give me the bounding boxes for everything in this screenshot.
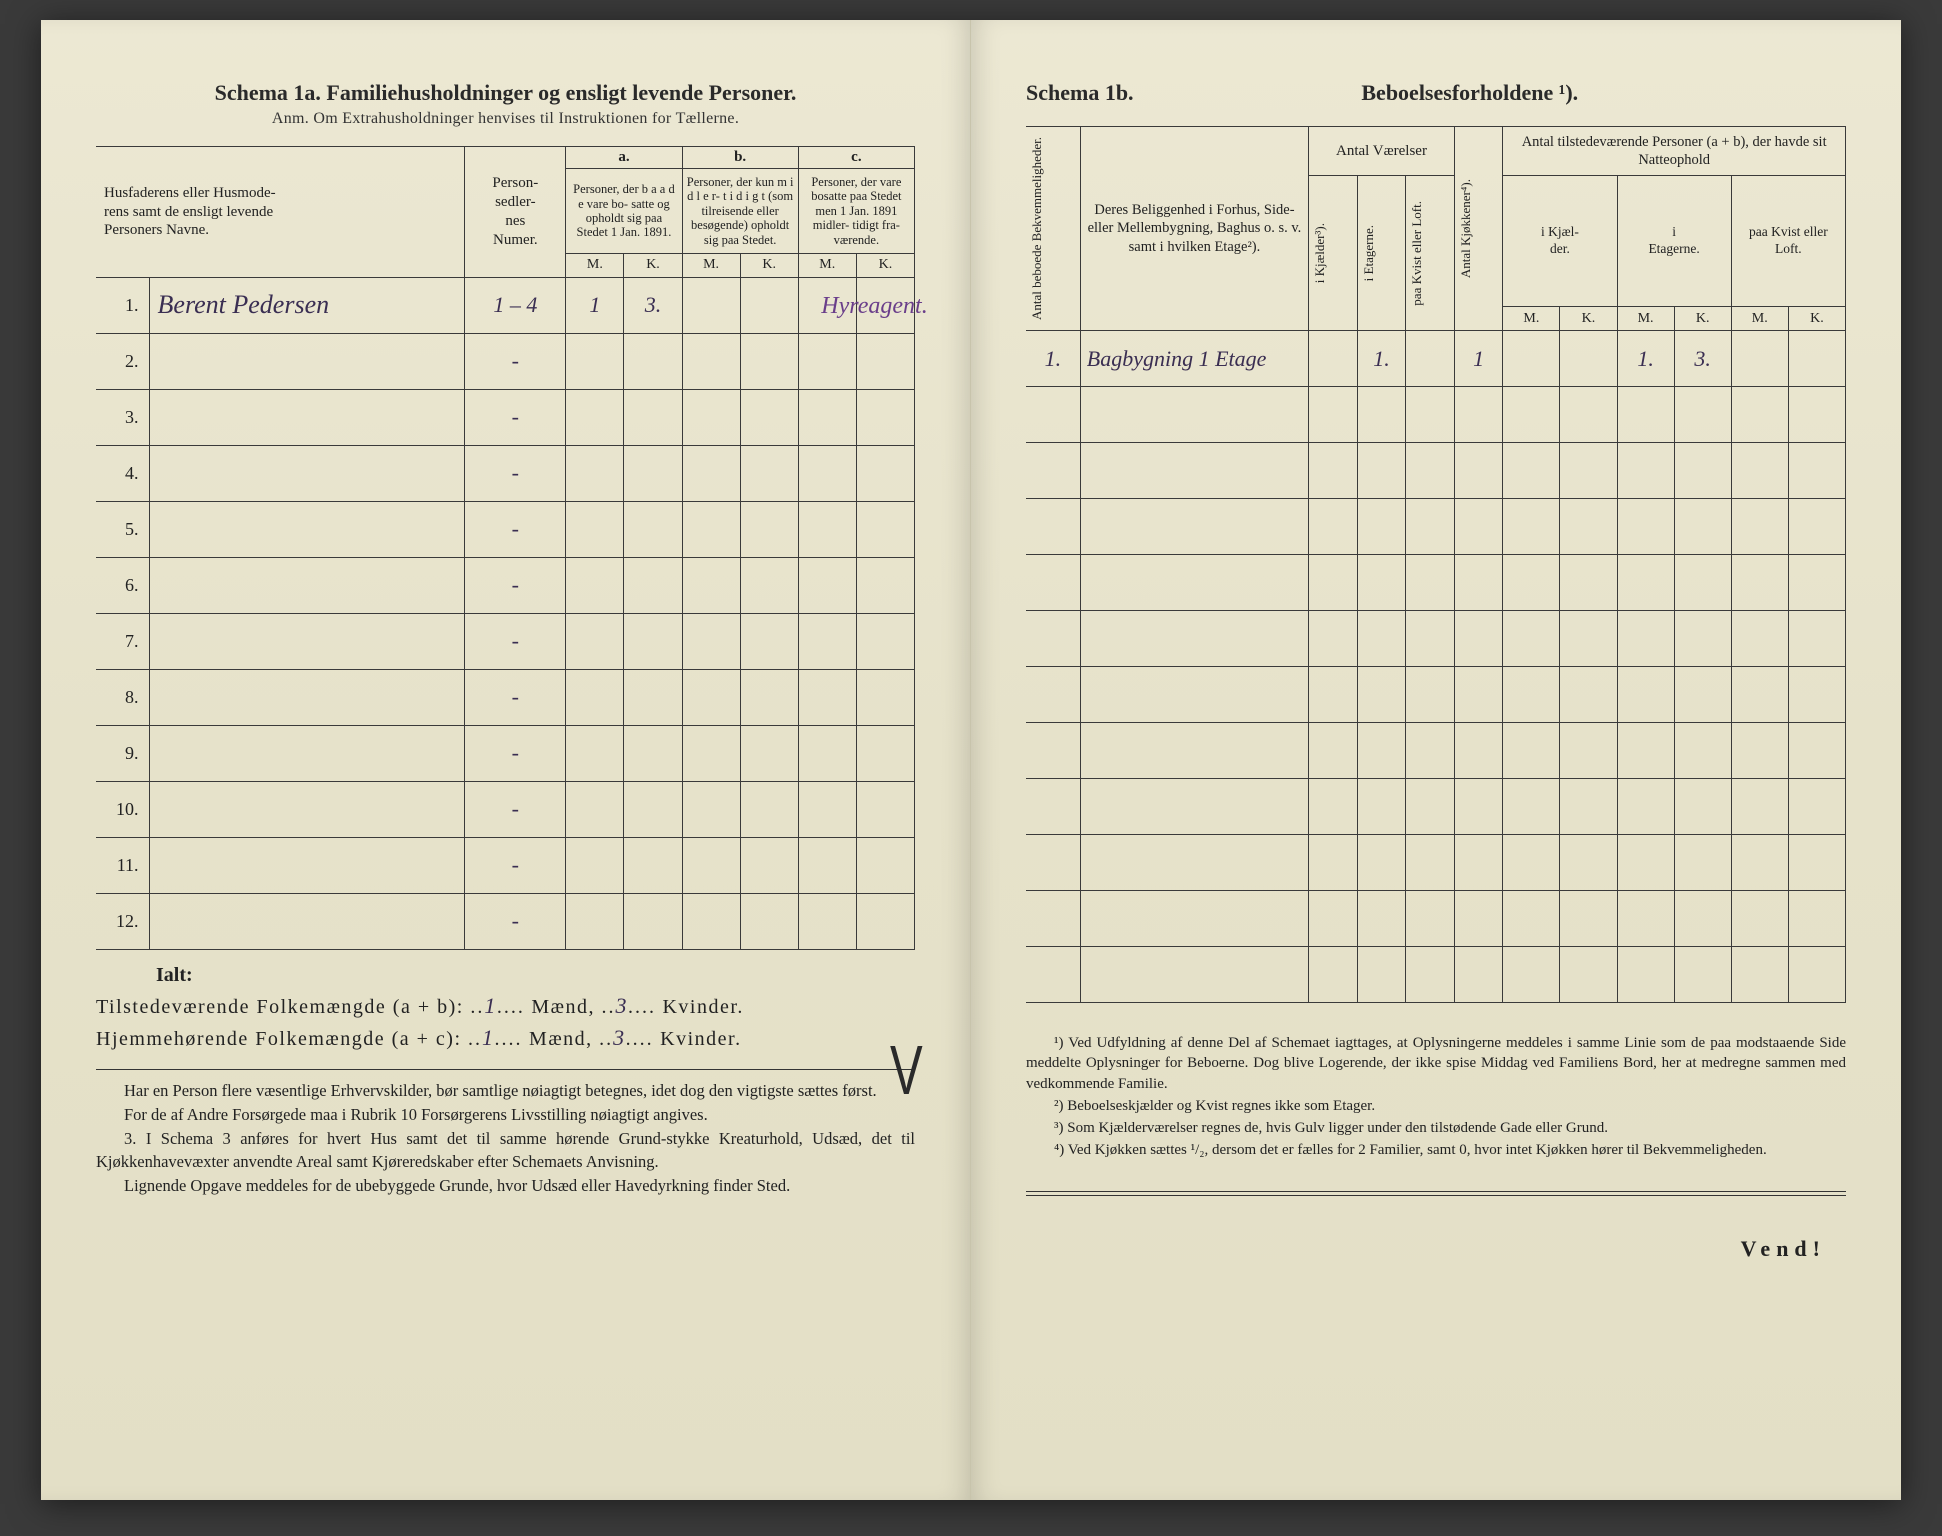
schema-1a-anm: Anm. Om Extrahusholdninger henvises til … xyxy=(96,110,915,128)
et-m: M. xyxy=(1617,307,1674,331)
tot-kvinder2: Kvinder. xyxy=(660,1028,741,1050)
kv-k: K. xyxy=(1788,307,1845,331)
col-bekvem: Antal beboede Bekvemmeligheder. xyxy=(1030,133,1044,324)
table-row xyxy=(1026,947,1846,1003)
tot-ab-label: Tilstedeværende Folkemængde (a + b): xyxy=(96,996,470,1018)
tot-ac-label: Hjemmehørende Folkemængde (a + c): xyxy=(96,1028,468,1050)
tot-ab-k: 3 xyxy=(615,993,628,1018)
footnote-3: ³) Som Kjælderværelser regnes de, hvis G… xyxy=(1026,1118,1846,1138)
table-row: 10.- xyxy=(96,781,915,837)
tot-ac-k: 3 xyxy=(613,1025,626,1050)
table-row: 12.- xyxy=(96,893,915,949)
footnotes: ¹) Ved Udfyldning af denne Del af Schema… xyxy=(1026,1033,1846,1161)
schema-1b-label: Schema 1b. xyxy=(1026,80,1134,106)
para-1: Har en Person flere væsentlige Erhvervsk… xyxy=(96,1080,915,1102)
kd-m: M. xyxy=(1503,307,1560,331)
table-row xyxy=(1026,611,1846,667)
table-row xyxy=(1026,779,1846,835)
footnote-2: ²) Beboelseskjælder og Kvist regnes ikke… xyxy=(1026,1096,1846,1116)
table-row: 9.- xyxy=(96,725,915,781)
table-row xyxy=(1026,499,1846,555)
footnote-1: ¹) Ved Udfyldning af denne Del af Schema… xyxy=(1026,1033,1846,1094)
table-row xyxy=(1026,891,1846,947)
footnote-4: ⁴) Ved Kjøkken sættes ¹/₂, dersom det er… xyxy=(1026,1140,1846,1160)
group-c: c. xyxy=(798,147,914,169)
para3-text: I Schema 3 anføres for hvert Hus samt de… xyxy=(96,1129,915,1170)
col-a-desc: Personer, der b a a d e vare bo- satte o… xyxy=(566,169,682,254)
tot-kvinder: Kvinder. xyxy=(662,996,743,1018)
et-k: K. xyxy=(1674,307,1731,331)
table-1a: Husfaderens eller Husmode- rens samt de … xyxy=(96,146,915,950)
sub-kjaelder: i Kjæl- der. xyxy=(1503,176,1617,307)
instructions-block: Har en Person flere væsentlige Erhvervsk… xyxy=(96,1080,915,1197)
col-a-m: M. xyxy=(566,253,624,277)
col-c-k: K. xyxy=(856,253,914,277)
group-b: b. xyxy=(682,147,798,169)
ialt-label: Ialt: xyxy=(156,964,915,987)
col-b-desc: Personer, der kun m i d l e r- t i d i g… xyxy=(682,169,798,254)
table-row xyxy=(1026,387,1846,443)
table-row: 8.- xyxy=(96,669,915,725)
table-row: 5.- xyxy=(96,501,915,557)
sub-kvist: paa Kvist eller Loft. xyxy=(1731,176,1845,307)
table-row xyxy=(1026,835,1846,891)
para-2: For de af Andre Forsørgede maa i Rubrik … xyxy=(96,1104,915,1126)
para3-num: 3. xyxy=(124,1129,136,1148)
vend-rule1 xyxy=(1026,1191,1846,1192)
group-a: a. xyxy=(566,147,682,169)
tot-ac-m: 1 xyxy=(482,1025,495,1050)
table-row: 11.- xyxy=(96,837,915,893)
page-left: Schema 1a. Familiehusholdninger og ensli… xyxy=(41,20,971,1500)
totals-ab: Tilstedeværende Folkemængde (a + b): ..1… xyxy=(96,993,915,1019)
totals-block: Ialt: Tilstedeværende Folkemængde (a + b… xyxy=(96,964,915,1051)
col-c-m: M. xyxy=(798,253,856,277)
table-row xyxy=(1026,443,1846,499)
para-3: 3. I Schema 3 anføres for hvert Hus samt… xyxy=(96,1128,915,1173)
col-kjokkener: Antal Kjøkkener⁴). xyxy=(1459,175,1473,282)
table-row xyxy=(1026,667,1846,723)
separator xyxy=(96,1069,915,1070)
tot-ab-m: 1 xyxy=(484,993,497,1018)
grp-tilstede: Antal tilstedeværende Personer (a + b), … xyxy=(1503,127,1846,176)
tot-maend: Mænd, xyxy=(531,996,601,1018)
grp-vaerelser: Antal Værelser xyxy=(1309,127,1455,176)
document-spread: Schema 1a. Familiehusholdninger og ensli… xyxy=(41,20,1901,1500)
col-v-kjaelder: i Kjælder³). xyxy=(1313,219,1327,287)
page-right: Schema 1b. Beboelsesforholdene ¹). Antal… xyxy=(971,20,1901,1500)
table-1b: Antal beboede Bekvemmeligheder. Deres Be… xyxy=(1026,126,1846,1003)
schema-1a-title: Schema 1a. Familiehusholdninger og ensli… xyxy=(96,80,915,106)
table-row: 2.- xyxy=(96,333,915,389)
col-beliggenhed: Deres Beliggenhed i Forhus, Side- eller … xyxy=(1080,127,1308,331)
sub-etagerne: i Etagerne. xyxy=(1617,176,1731,307)
para-4: Lignende Opgave meddeles for de ubebygge… xyxy=(96,1175,915,1197)
col-personsedler: Person- sedler- nes Numer. xyxy=(465,147,566,278)
table-row: 1.Bagbygning 1 Etage1.11.3. xyxy=(1026,331,1846,387)
kv-m: M. xyxy=(1731,307,1788,331)
col-a-k: K. xyxy=(624,253,682,277)
checkmark-icon: V xyxy=(890,1030,923,1110)
table-row: 7.- xyxy=(96,613,915,669)
col-c-desc: Personer, der vare bosatte paa Stedet me… xyxy=(798,169,914,254)
table-row: 6.- xyxy=(96,557,915,613)
table-row xyxy=(1026,723,1846,779)
table-row: 4.- xyxy=(96,445,915,501)
totals-ac: Hjemmehørende Folkemængde (a + c): ..1..… xyxy=(96,1025,915,1051)
tot-maend2: Mænd, xyxy=(529,1028,599,1050)
col-v-etagerne: i Etagerne. xyxy=(1362,221,1376,285)
col-names: Husfaderens eller Husmode- rens samt de … xyxy=(96,147,465,278)
table-row xyxy=(1026,555,1846,611)
col-b-m: M. xyxy=(682,253,740,277)
vend-label: Vend! xyxy=(1026,1236,1826,1262)
table-row: 3.- xyxy=(96,389,915,445)
vend-rule2 xyxy=(1026,1195,1846,1196)
col-v-kvist: paa Kvist eller Loft. xyxy=(1410,197,1424,310)
kd-k: K. xyxy=(1560,307,1617,331)
col-b-k: K. xyxy=(740,253,798,277)
table-row: 1.Berent Pedersen1 – 413.Hyreagent. xyxy=(96,277,915,333)
schema-1b-title: Beboelsesforholdene ¹). xyxy=(1361,80,1578,106)
